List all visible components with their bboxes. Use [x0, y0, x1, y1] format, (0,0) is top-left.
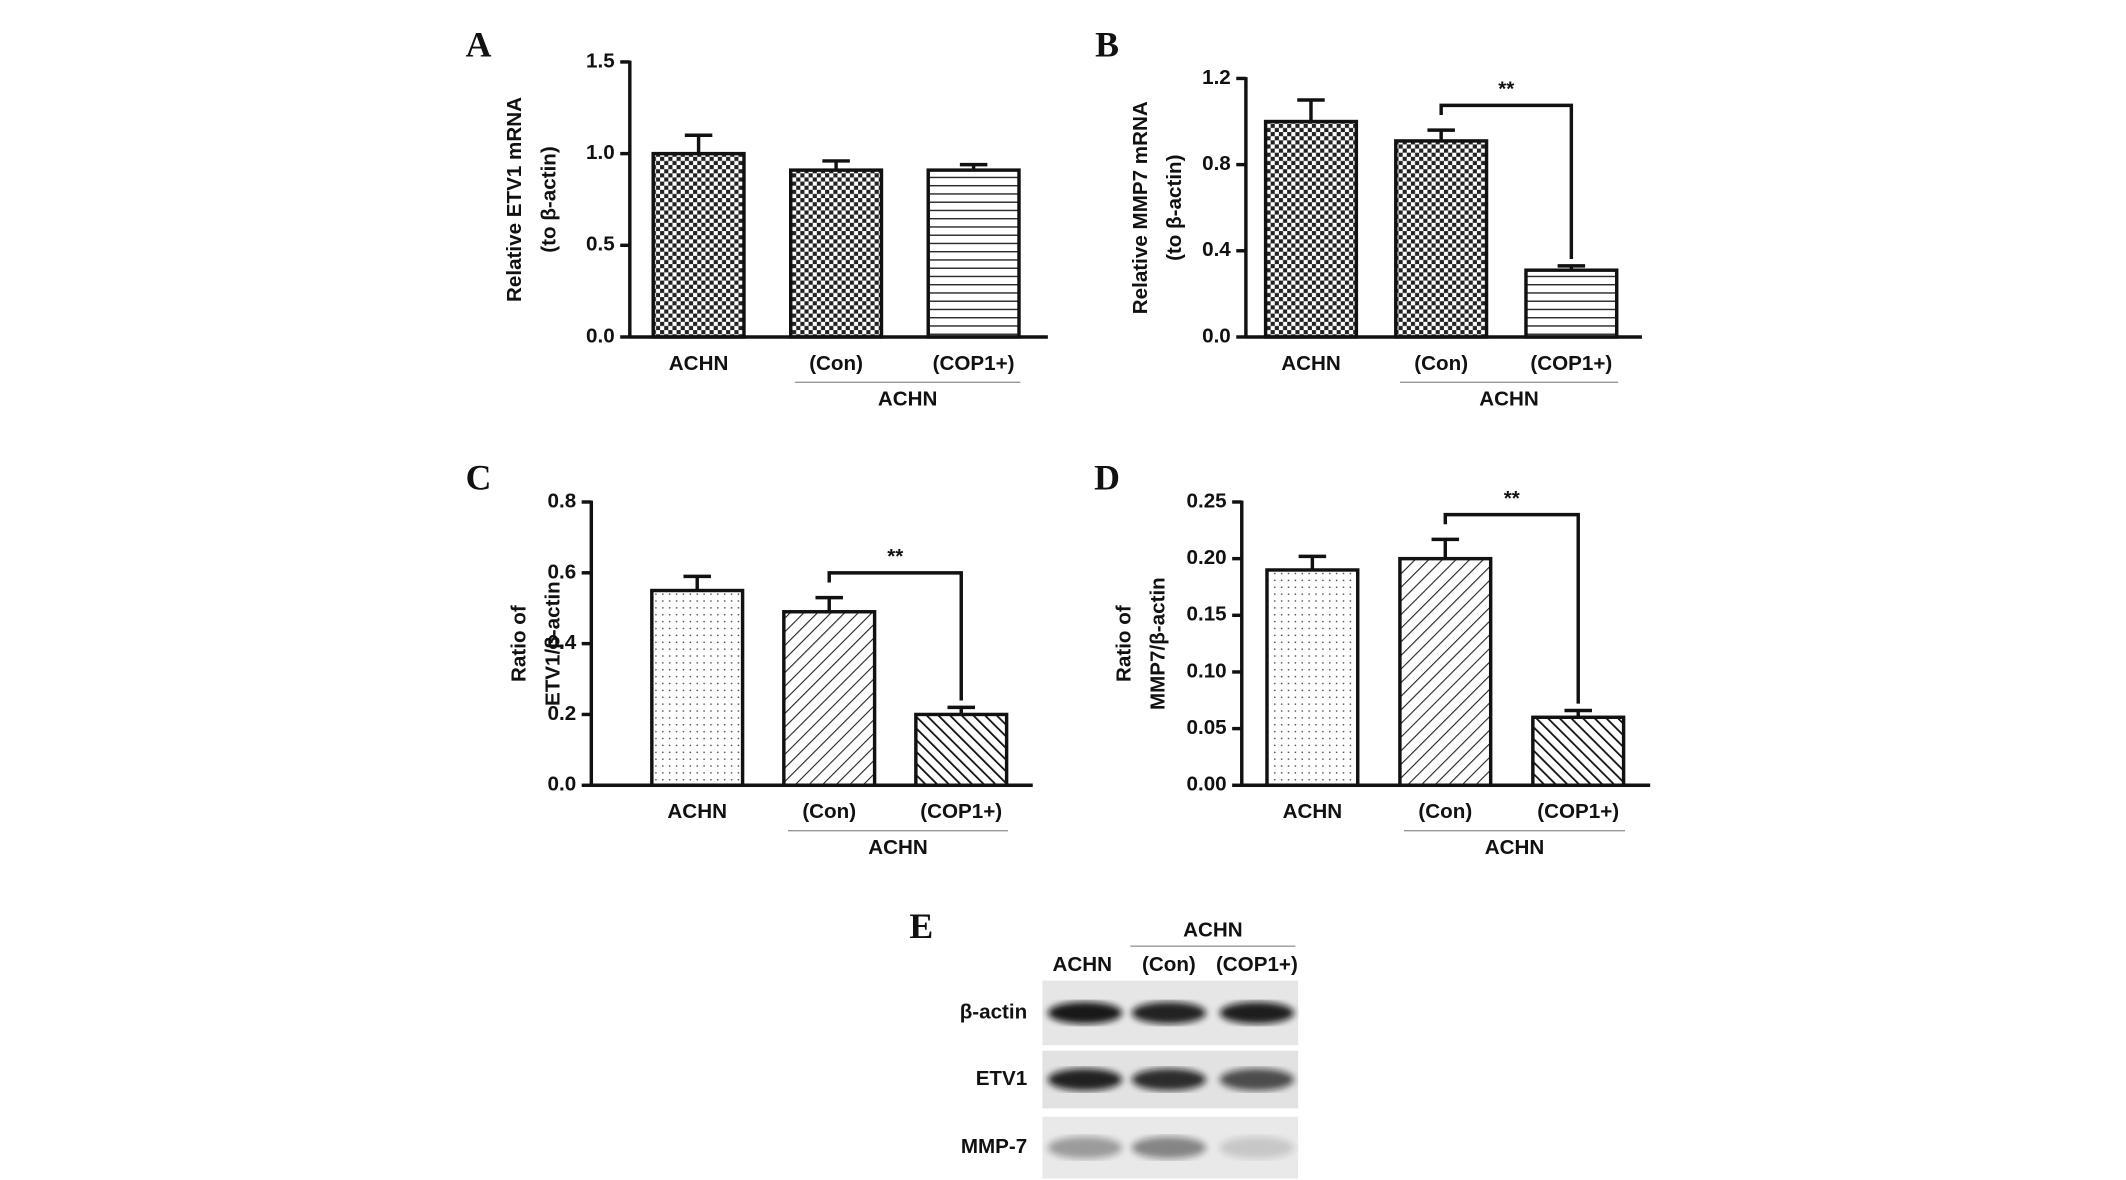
x-tick-label: (Con) — [802, 800, 856, 823]
y-tick-label: 0.2 — [548, 702, 577, 725]
panel-letter: A — [466, 24, 492, 64]
gel-band — [1047, 1068, 1123, 1091]
y-tick-label: 0.0 — [1202, 324, 1231, 347]
y-tick-label: 0.4 — [548, 631, 577, 654]
panel-letter: D — [1094, 458, 1120, 498]
row-label: ETV1 — [976, 1067, 1028, 1090]
significance-bracket — [1443, 512, 1580, 704]
gel-band — [1047, 1136, 1123, 1159]
y-axis-label: ETV1/β-actin — [542, 581, 565, 706]
lane-label: ACHN — [1052, 953, 1112, 976]
bar — [788, 168, 884, 339]
gel-group-label: ACHN — [1183, 918, 1243, 941]
y-axis-label: Ratio of — [1112, 605, 1135, 682]
panel-letter: E — [909, 906, 933, 946]
x-tick-label: (COP1+) — [920, 800, 1002, 823]
gel-band — [1219, 1001, 1295, 1024]
bar — [1398, 556, 1493, 787]
y-axis-label: Ratio of — [507, 605, 530, 682]
y-tick-label: 0.20 — [1187, 546, 1227, 569]
bar — [1524, 268, 1619, 339]
y-tick-label: 0.5 — [586, 233, 615, 256]
y-axis-label: MMP7/β-actin — [1147, 577, 1170, 710]
group-label: ACHN — [868, 836, 928, 859]
y-axis-label: Relative ETV1 mRNA — [503, 97, 526, 302]
x-tick-label: (Con) — [1414, 352, 1468, 375]
x-tick-label: ACHN — [669, 352, 729, 375]
gel-band — [1131, 1136, 1207, 1159]
y-tick-label: 1.5 — [586, 49, 615, 72]
significance-label: ** — [1498, 78, 1514, 101]
panel-letter: B — [1095, 24, 1119, 64]
y-tick-label: 0.6 — [548, 560, 577, 583]
y-tick-label: 0.8 — [1202, 152, 1231, 175]
gel-band — [1219, 1068, 1295, 1091]
panel-letter: C — [466, 458, 492, 498]
y-axis-label: (to β-actin) — [1163, 154, 1186, 260]
y-tick-label: 0.05 — [1187, 716, 1227, 739]
y-tick-label: 0.00 — [1187, 773, 1227, 796]
bar — [782, 610, 877, 787]
x-tick-label: (COP1+) — [1530, 352, 1612, 375]
y-tick-label: 0.25 — [1187, 489, 1227, 512]
gel-band — [1047, 1001, 1123, 1024]
y-tick-label: 0.15 — [1187, 603, 1227, 626]
x-tick-label: (Con) — [1418, 800, 1472, 823]
bar — [1394, 139, 1489, 339]
significance-bracket — [1439, 103, 1574, 259]
y-tick-label: 1.2 — [1202, 66, 1231, 89]
x-tick-label: ACHN — [1281, 352, 1341, 375]
bar — [926, 168, 1021, 339]
y-axis-label: (to β-actin) — [538, 146, 561, 252]
row-label: β-actin — [960, 1000, 1028, 1023]
bar — [650, 588, 745, 787]
x-tick-label: (COP1+) — [933, 352, 1015, 375]
bar — [1531, 715, 1626, 787]
y-tick-label: 0.0 — [586, 324, 615, 347]
lane-label: (COP1+) — [1216, 953, 1298, 976]
row-label: MMP-7 — [961, 1135, 1027, 1158]
x-tick-label: ACHN — [1283, 800, 1343, 823]
significance-label: ** — [887, 545, 903, 568]
gel-band — [1131, 1001, 1207, 1024]
x-tick-label: ACHN — [667, 800, 727, 823]
group-label: ACHN — [1485, 836, 1545, 859]
gel-band — [1131, 1068, 1207, 1091]
y-tick-label: 0.4 — [1202, 238, 1231, 261]
significance-label: ** — [1504, 487, 1520, 510]
bar — [1263, 119, 1359, 339]
significance-bracket — [827, 571, 963, 701]
y-tick-label: 0.10 — [1187, 659, 1227, 682]
gel-band — [1219, 1136, 1295, 1159]
x-tick-label: (Con) — [809, 352, 863, 375]
bar — [651, 151, 746, 339]
group-label: ACHN — [878, 388, 938, 411]
x-tick-label: (COP1+) — [1537, 800, 1619, 823]
y-axis-label: Relative MMP7 mRNA — [1129, 101, 1152, 314]
bar — [1265, 568, 1360, 787]
group-label: ACHN — [1479, 388, 1539, 411]
bar — [914, 712, 1009, 787]
y-tick-label: 0.8 — [548, 489, 577, 512]
y-tick-label: 0.0 — [548, 773, 577, 796]
lane-label: (Con) — [1142, 953, 1196, 976]
y-tick-label: 1.0 — [586, 141, 615, 164]
